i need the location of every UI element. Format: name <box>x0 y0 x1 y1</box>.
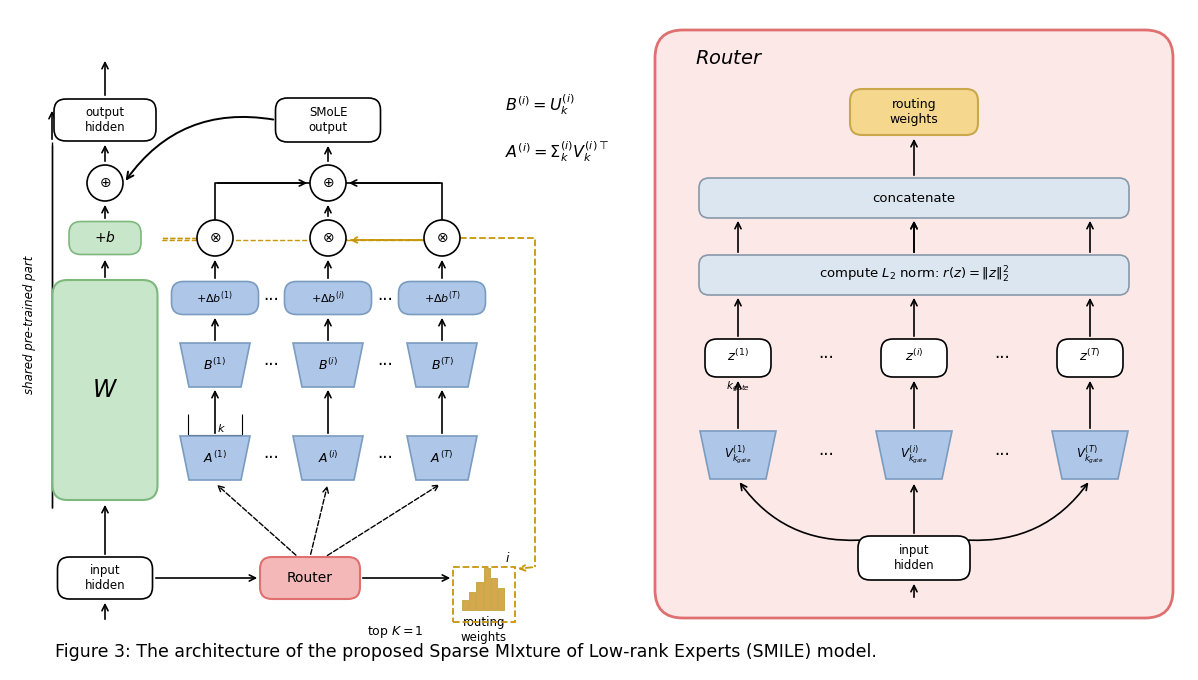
Text: Router: Router <box>288 571 333 585</box>
Bar <box>470 592 476 610</box>
Bar <box>498 588 504 610</box>
FancyBboxPatch shape <box>698 255 1129 295</box>
Text: $B^{(1)}$: $B^{(1)}$ <box>204 357 226 373</box>
Text: $A^{(i)}$: $A^{(i)}$ <box>317 450 338 466</box>
FancyBboxPatch shape <box>284 282 371 314</box>
Text: top $K = 1$: top $K = 1$ <box>367 624 423 640</box>
Bar <box>477 582 483 610</box>
Text: $\otimes$: $\otimes$ <box>436 231 448 245</box>
Text: $\oplus$: $\oplus$ <box>98 176 111 190</box>
Text: ···: ··· <box>377 449 393 467</box>
Text: ···: ··· <box>264 356 279 374</box>
Text: $B^{(i)}$: $B^{(i)}$ <box>317 357 338 373</box>
FancyBboxPatch shape <box>704 339 772 377</box>
FancyBboxPatch shape <box>858 536 970 580</box>
Text: $A^{(T)}$: $A^{(T)}$ <box>430 450 454 466</box>
Text: output
hidden: output hidden <box>85 106 126 134</box>
Polygon shape <box>700 431 776 479</box>
Polygon shape <box>407 436 477 480</box>
FancyBboxPatch shape <box>698 178 1129 218</box>
Text: Figure 3: The architecture of the proposed Sparse MIxture of Low-rank Experts (S: Figure 3: The architecture of the propos… <box>55 643 877 661</box>
Text: $W$: $W$ <box>92 378 119 402</box>
Text: $z^{(T)}$: $z^{(T)}$ <box>1079 348 1101 364</box>
FancyBboxPatch shape <box>851 89 978 135</box>
Text: ···: ··· <box>818 446 834 464</box>
Text: $\otimes$: $\otimes$ <box>322 231 334 245</box>
Text: $A^{(1)}$: $A^{(1)}$ <box>204 450 226 466</box>
Text: ···: ··· <box>994 446 1010 464</box>
Text: $k$: $k$ <box>217 422 225 434</box>
Polygon shape <box>180 436 250 480</box>
Text: $z^{(1)}$: $z^{(1)}$ <box>727 348 749 364</box>
Polygon shape <box>407 343 477 387</box>
FancyBboxPatch shape <box>276 98 381 142</box>
Text: $+\Delta b^{(i)}$: $+\Delta b^{(i)}$ <box>310 290 345 306</box>
Text: routing
weights: routing weights <box>890 98 938 126</box>
Text: $+\Delta b^{(T)}$: $+\Delta b^{(T)}$ <box>424 290 460 306</box>
FancyBboxPatch shape <box>655 30 1173 618</box>
FancyBboxPatch shape <box>69 222 141 254</box>
Text: $\otimes$: $\otimes$ <box>208 231 222 245</box>
Circle shape <box>87 165 123 201</box>
Text: $z^{(i)}$: $z^{(i)}$ <box>904 348 924 364</box>
Text: $i$: $i$ <box>506 551 510 565</box>
FancyBboxPatch shape <box>1057 339 1123 377</box>
Polygon shape <box>876 431 952 479</box>
Text: $B^{(i)} = U_k^{(i)}$: $B^{(i)} = U_k^{(i)}$ <box>506 92 575 118</box>
Text: ···: ··· <box>264 449 279 467</box>
Text: ···: ··· <box>994 349 1010 367</box>
Text: concatenate: concatenate <box>872 192 956 205</box>
Text: compute $L_2$ norm: $r(z) = \|z\|_2^2$: compute $L_2$ norm: $r(z) = \|z\|_2^2$ <box>819 265 1009 285</box>
Circle shape <box>310 220 346 256</box>
Text: $\oplus$: $\oplus$ <box>322 176 334 190</box>
Text: $V_{k_{gate}}^{(1)}$: $V_{k_{gate}}^{(1)}$ <box>725 444 752 466</box>
Text: $+\Delta b^{(1)}$: $+\Delta b^{(1)}$ <box>196 290 234 306</box>
Polygon shape <box>1052 431 1129 479</box>
Text: $B^{(T)}$: $B^{(T)}$ <box>430 357 454 373</box>
Circle shape <box>310 165 346 201</box>
FancyBboxPatch shape <box>171 282 259 314</box>
FancyBboxPatch shape <box>260 557 361 599</box>
FancyBboxPatch shape <box>399 282 485 314</box>
FancyBboxPatch shape <box>54 99 156 141</box>
Text: $+b$: $+b$ <box>95 231 116 245</box>
Bar <box>491 578 497 610</box>
Text: $k_{gate}$: $k_{gate}$ <box>726 380 750 394</box>
Text: ···: ··· <box>818 349 834 367</box>
Polygon shape <box>180 343 250 387</box>
FancyBboxPatch shape <box>58 557 152 599</box>
Bar <box>484 568 490 610</box>
Circle shape <box>196 220 232 256</box>
Text: $\mathit{Router}$: $\mathit{Router}$ <box>695 48 763 67</box>
Text: ···: ··· <box>264 291 279 309</box>
Bar <box>453 567 515 622</box>
FancyBboxPatch shape <box>881 339 946 377</box>
Text: SMoLE
output: SMoLE output <box>308 106 347 134</box>
Text: input
hidden: input hidden <box>85 564 126 592</box>
Circle shape <box>424 220 460 256</box>
FancyBboxPatch shape <box>53 280 157 500</box>
Text: $V_{k_{gate}}^{(i)}$: $V_{k_{gate}}^{(i)}$ <box>900 444 927 466</box>
Polygon shape <box>294 436 363 480</box>
Text: $V_{k_{gate}}^{(T)}$: $V_{k_{gate}}^{(T)}$ <box>1076 444 1103 466</box>
Text: ···: ··· <box>377 356 393 374</box>
Bar <box>462 600 468 610</box>
Text: shared pre-trained part: shared pre-trained part <box>24 256 36 394</box>
Text: routing
weights: routing weights <box>461 616 507 644</box>
Text: $A^{(i)} = \Sigma_k^{(i)} V_k^{(i)\top}$: $A^{(i)} = \Sigma_k^{(i)} V_k^{(i)\top}$ <box>506 139 610 165</box>
Polygon shape <box>294 343 363 387</box>
Text: ···: ··· <box>377 291 393 309</box>
Text: input
hidden: input hidden <box>894 544 934 572</box>
